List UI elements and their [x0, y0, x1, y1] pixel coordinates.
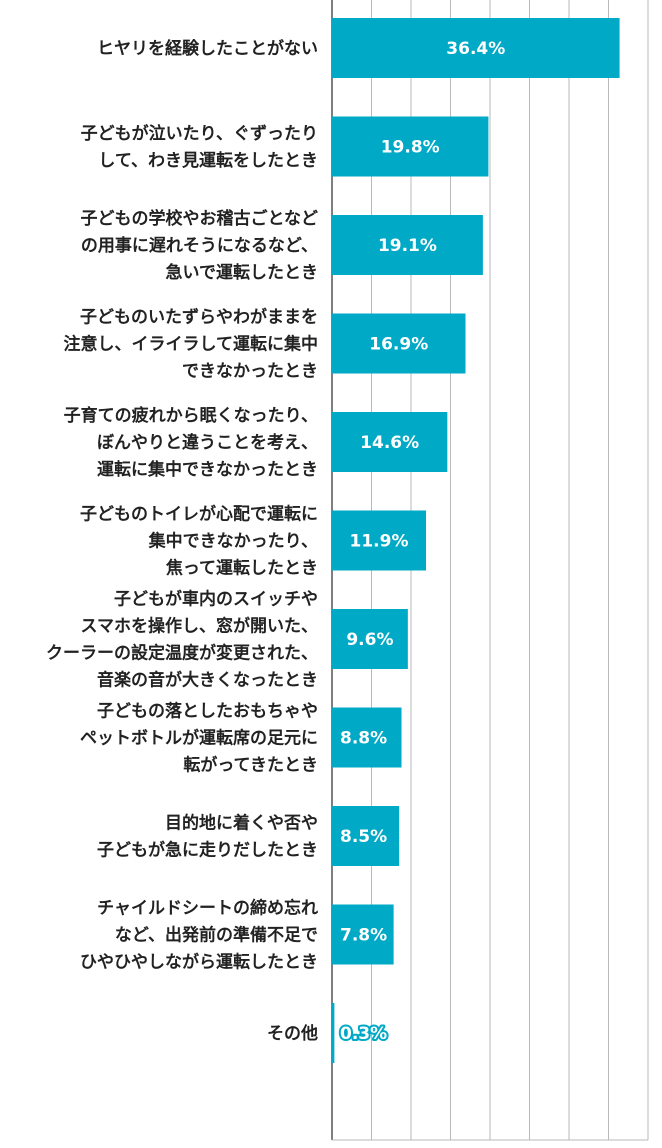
bar	[332, 707, 402, 768]
bar	[332, 609, 408, 669]
value-label: 0.3%	[340, 1024, 387, 1044]
bar	[332, 1003, 335, 1063]
value-label: 8.8%	[340, 729, 387, 749]
category-label: 子どもの落としたおもちゃやペットボトルが運転席の足元に転がってきたとき	[80, 702, 318, 776]
value-label: 14.6%	[360, 433, 419, 453]
category-label: 子どものトイレが心配で運転に集中できなかったり、焦って運転したとき	[80, 504, 318, 579]
bar	[332, 313, 466, 374]
value-label: 11.9%	[350, 532, 409, 552]
bar	[332, 806, 400, 866]
value-label: 36.4%	[446, 39, 505, 59]
bar	[332, 18, 620, 78]
category-labels: ヒヤリを経験したことがない子どもが泣いたり、ぐずったりして、わき見運転をしたとき…	[46, 38, 318, 1044]
category-label: 子どものいたずらやわがままを注意し、イライラして運転に集中できなかったとき	[64, 307, 319, 382]
category-label: 子育ての疲れから眠くなったり、ぼんやりと違うことを考え、運転に集中できなかったと…	[64, 405, 318, 480]
category-label: チャイルドシートの締め忘れなど、出発前の準備不足でひやひやしながら運転したとき	[80, 898, 318, 973]
category-label: その他	[267, 1023, 318, 1044]
value-label: 19.8%	[381, 138, 440, 158]
bar	[332, 904, 394, 965]
bars	[332, 18, 620, 1063]
value-label: 7.8%	[340, 926, 387, 946]
bar	[332, 510, 427, 571]
value-label: 8.5%	[340, 827, 387, 847]
value-label: 9.6%	[346, 630, 393, 650]
value-label: 19.1%	[378, 236, 437, 256]
category-label: 目的地に着くや否や子どもが急に走りだしたとき	[97, 813, 318, 861]
value-labels: 36.4% 19.8% 19.1% 16.9% 14.6% 11.9% 9.6% 8.8% 8.…	[338, 37, 507, 1046]
category-label: 子どもが車内のスイッチやスマホを操作し、窓が開いた、クーラーの設定温度が変更され…	[46, 589, 318, 691]
category-label: 子どもが泣いたり、ぐずったりして、わき見運転をしたとき	[81, 123, 318, 171]
bar	[332, 215, 483, 275]
value-label: 16.9%	[369, 335, 428, 355]
category-label: ヒヤリを経験したことがない	[97, 38, 318, 59]
category-label: 子どもの学校やお稽古ごとなどの用事に遅れそうになるなど、急いで運転したとき	[81, 208, 319, 283]
bar	[332, 412, 448, 472]
bar	[332, 116, 489, 177]
